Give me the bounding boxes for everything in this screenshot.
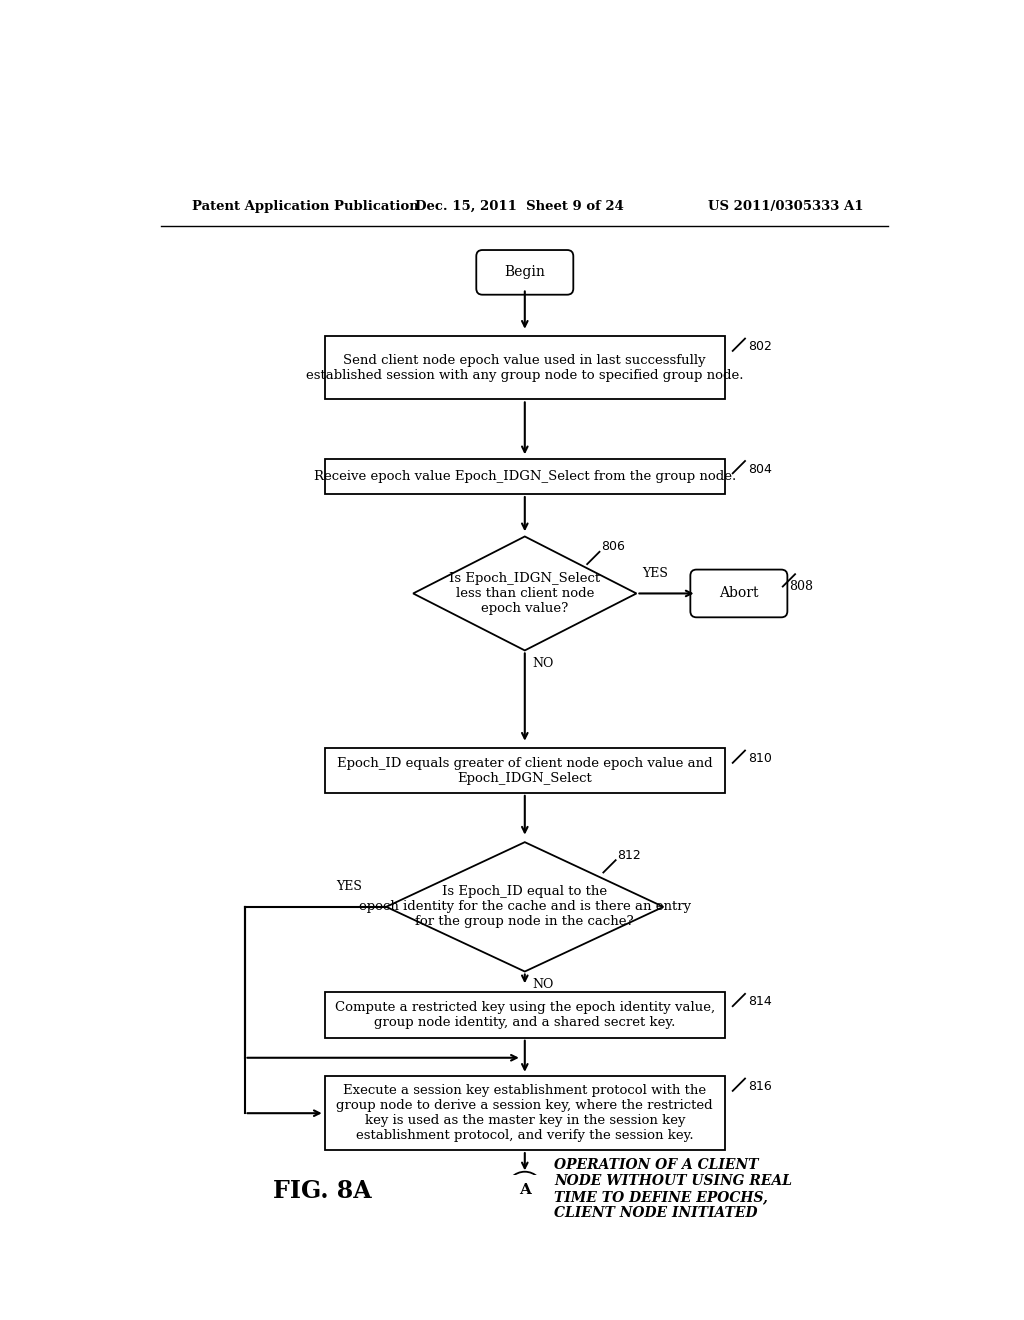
Text: 804: 804 [749,462,772,475]
Text: OPERATION OF A CLIENT
NODE WITHOUT USING REAL
TIME TO DEFINE EPOCHS,
CLIENT NODE: OPERATION OF A CLIENT NODE WITHOUT USING… [554,1158,792,1221]
Text: 812: 812 [617,849,641,862]
Text: Epoch_ID equals greater of client node epoch value and
Epoch_IDGN_Select: Epoch_ID equals greater of client node e… [337,756,713,784]
Text: Patent Application Publication: Patent Application Publication [193,199,419,213]
Polygon shape [386,842,664,972]
Bar [325,337,725,400]
Text: Is Epoch_IDGN_Select
less than client node
epoch value?: Is Epoch_IDGN_Select less than client no… [450,572,600,615]
Bar [325,991,725,1038]
Text: 806: 806 [601,540,625,553]
Text: US 2011/0305333 A1: US 2011/0305333 A1 [708,199,863,213]
Text: A: A [519,1183,530,1197]
Bar [325,459,725,494]
Text: Receive epoch value Epoch_IDGN_Select from the group node.: Receive epoch value Epoch_IDGN_Select fr… [313,470,736,483]
Text: Dec. 15, 2011  Sheet 9 of 24: Dec. 15, 2011 Sheet 9 of 24 [416,199,625,213]
Text: FIG. 8A: FIG. 8A [273,1179,372,1203]
Text: 816: 816 [749,1080,772,1093]
Text: Abort: Abort [719,586,759,601]
Text: Compute a restricted key using the epoch identity value,
group node identity, an: Compute a restricted key using the epoch… [335,1001,715,1028]
Text: Execute a session key establishment protocol with the
group node to derive a ses: Execute a session key establishment prot… [337,1084,713,1142]
Polygon shape [413,536,637,651]
Text: Send client node epoch value used in last successfully
established session with : Send client node epoch value used in las… [306,354,743,381]
Bar [325,748,725,793]
Text: Begin: Begin [505,265,545,280]
Text: NO: NO [532,656,554,669]
Text: Is Epoch_ID equal to the
epoch identity for the cache and is there an entry
for : Is Epoch_ID equal to the epoch identity … [358,886,691,928]
Bar [325,1076,725,1150]
Circle shape [506,1172,544,1209]
Text: 814: 814 [749,995,772,1008]
FancyBboxPatch shape [476,249,573,294]
Text: 810: 810 [749,752,772,766]
FancyBboxPatch shape [690,570,787,618]
Text: 802: 802 [749,341,772,354]
Text: NO: NO [532,978,554,991]
Text: 808: 808 [788,581,813,594]
Text: YES: YES [336,880,362,892]
Text: YES: YES [643,566,669,579]
